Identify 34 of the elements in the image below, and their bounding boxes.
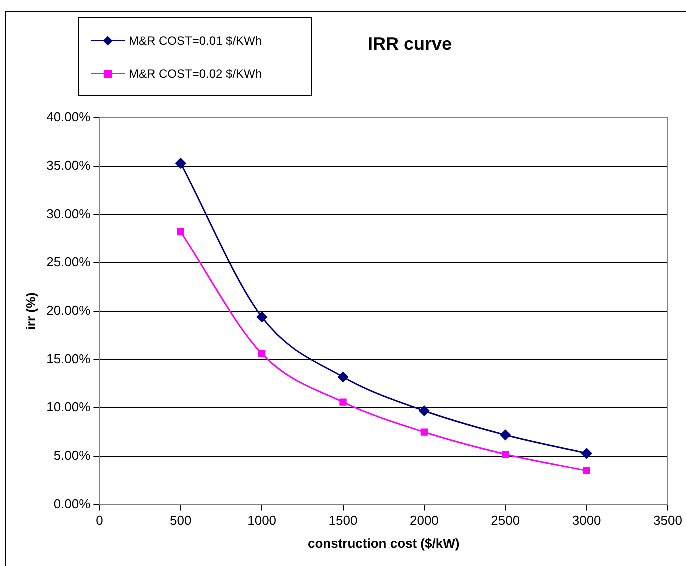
y-tick-label: 0.00% xyxy=(54,496,92,512)
x-tick-label: 3500 xyxy=(654,513,682,528)
x-tick-label: 1000 xyxy=(248,513,277,528)
point xyxy=(177,228,184,236)
point xyxy=(419,406,430,416)
x-tick-label: 500 xyxy=(170,513,192,528)
x-tick-label: 1500 xyxy=(328,513,358,528)
point xyxy=(176,158,186,169)
x-tick-label: 3000 xyxy=(572,513,602,528)
legend-label: M&R COST=0.02 $/KWh xyxy=(129,66,262,80)
point xyxy=(340,398,347,406)
x-axis-title: construction cost ($/kW) xyxy=(308,536,460,551)
y-tick-label: 25.00% xyxy=(46,254,92,270)
legend-label: M&R COST=0.01 $/KWh xyxy=(129,34,262,48)
point xyxy=(583,467,590,475)
y-tick-label: 30.00% xyxy=(46,206,92,222)
y-tick-label: 5.00% xyxy=(54,448,92,464)
point xyxy=(500,430,511,440)
point xyxy=(502,450,510,458)
y-tick-label: 20.00% xyxy=(46,302,92,318)
x-tick-label: 0 xyxy=(96,513,104,528)
y-tick-label: 40.00% xyxy=(46,110,92,125)
x-tick-label: 2000 xyxy=(410,513,439,528)
y-tick-label: 35.00% xyxy=(46,158,92,173)
point xyxy=(420,428,428,436)
point xyxy=(582,448,592,459)
x-tick-label: 2500 xyxy=(491,513,520,528)
y-tick-label: 15.00% xyxy=(46,351,92,366)
point xyxy=(338,372,348,382)
y-tick-label: 10.00% xyxy=(46,400,92,415)
y-axis-title: irr (%) xyxy=(23,292,38,330)
point xyxy=(258,350,266,358)
chart-title: IRR curve xyxy=(366,34,454,55)
point xyxy=(256,312,268,322)
